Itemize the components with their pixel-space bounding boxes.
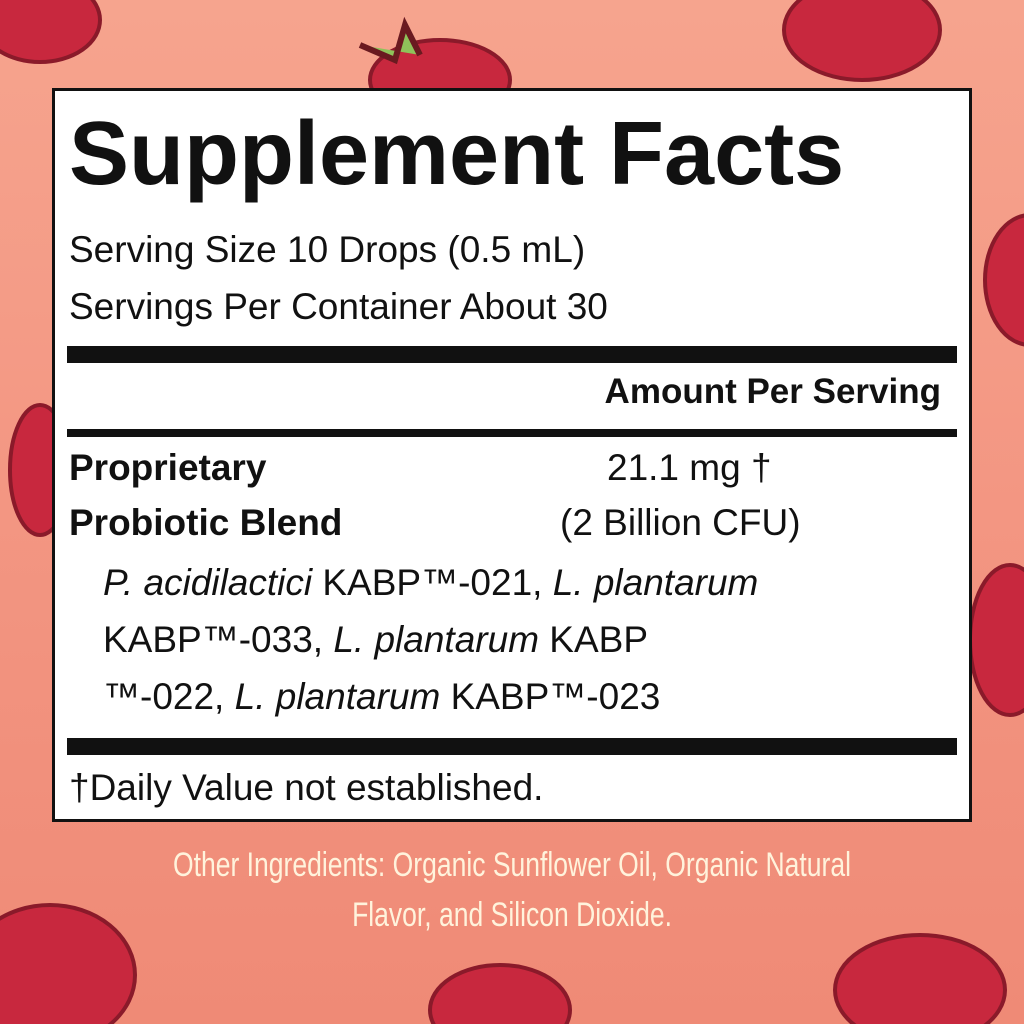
raspberry-icon: [833, 933, 1007, 1024]
raspberry-icon: [782, 0, 942, 82]
ingredient-name-line2: Probiotic Blend: [69, 502, 343, 543]
strain-text: KABP™-021,: [312, 562, 553, 603]
other-ingredients-line1: Other Ingredients: Organic Sunflower Oil…: [172, 846, 852, 884]
strain-line: ™-022, L. plantarum KABP™-023: [103, 678, 660, 715]
strain-text: KABP™-033,: [103, 619, 334, 660]
strain-text: P. acidilactici: [103, 562, 313, 603]
raspberry-icon: [0, 903, 137, 1024]
serving-size: Serving Size 10 Drops (0.5 mL): [69, 229, 586, 270]
ingredient-name-line1: Proprietary: [69, 447, 267, 488]
amount-per-serving-header: Amount Per Serving: [604, 372, 941, 411]
strain-text: L. plantarum: [234, 676, 441, 717]
strain-text: L. plantarum: [552, 562, 759, 603]
strain-text: ™-022,: [103, 676, 235, 717]
raspberry-icon: [428, 963, 572, 1024]
ingredient-cfu: (2 Billion CFU): [560, 502, 801, 543]
raspberry-icon: [983, 213, 1024, 347]
raspberry-icon: [0, 0, 102, 64]
strain-line: P. acidilactici KABP™-021, L. plantarum: [103, 564, 758, 601]
panel-title: Supplement Facts: [69, 104, 845, 204]
strain-line: KABP™-033, L. plantarum KABP: [103, 621, 648, 658]
servings-per-container: Servings Per Container About 30: [69, 286, 608, 327]
divider: [67, 429, 957, 437]
thick-divider: [67, 346, 957, 363]
supplement-facts-panel: Supplement Facts Serving Size 10 Drops (…: [52, 88, 972, 822]
raspberry-icon: [968, 563, 1024, 717]
other-ingredients-line2: Flavor, and Silicon Dioxide.: [352, 896, 672, 934]
strain-text: KABP: [539, 619, 649, 660]
footnote: †Daily Value not established.: [69, 767, 544, 808]
strain-text: KABP™-023: [440, 676, 661, 717]
strain-text: L. plantarum: [333, 619, 540, 660]
thick-divider: [67, 738, 957, 755]
ingredient-amount: 21.1 mg †: [607, 447, 772, 488]
